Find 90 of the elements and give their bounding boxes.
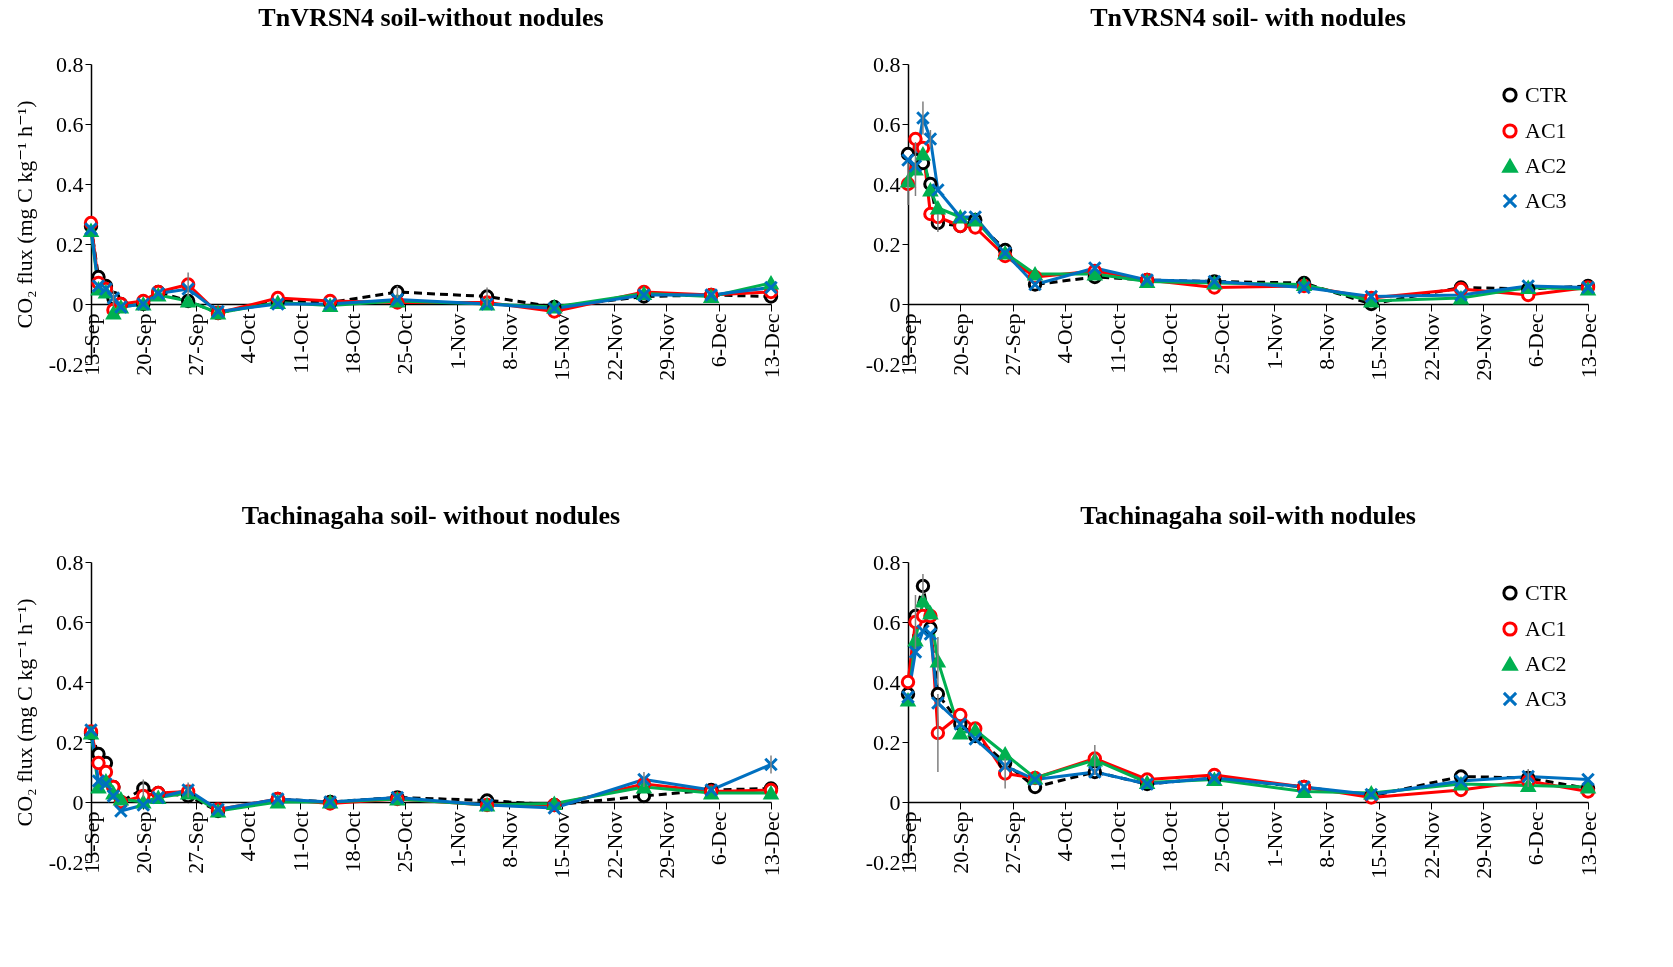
y-tick-label: -0.2 — [865, 849, 901, 875]
y-tick-label: 0 — [889, 291, 901, 317]
y-tick-label: 0.8 — [873, 51, 901, 77]
x-tick-label: 29-Nov — [1470, 313, 1496, 381]
x-tick-label: 13-Dec — [1575, 313, 1601, 379]
x-tick-label: 4-Oct — [235, 811, 261, 862]
x-tick-label: 18-Oct — [340, 313, 366, 375]
x-tick-label: 27-Sep — [183, 313, 209, 376]
legend-label: CTR — [1525, 580, 1569, 605]
y-tick-label: 0.2 — [56, 231, 84, 257]
x-tick-label: 6-Dec — [706, 313, 732, 368]
x-tick-label: 4-Oct — [235, 313, 261, 364]
x-tick-label: 13-Dec — [758, 811, 784, 877]
x-tick-label: 18-Oct — [340, 811, 366, 873]
x-tick-label: 20-Sep — [947, 811, 973, 874]
y-tick-label: 0.2 — [873, 729, 901, 755]
x-tick-label: 8-Nov — [496, 811, 522, 868]
x-tick-label: 25-Oct — [1209, 811, 1235, 873]
y-tick-label: 0 — [889, 789, 901, 815]
x-tick-label: 8-Nov — [496, 313, 522, 370]
x-tick-label: 22-Nov — [1418, 313, 1444, 381]
x-tick-label: 20-Sep — [130, 313, 156, 376]
y-axis-title: CO₂ flux (mg C kg⁻¹ h⁻¹) — [11, 598, 37, 827]
x-tick-label: 27-Sep — [1000, 811, 1026, 874]
x-tick-label: 15-Nov — [549, 313, 575, 381]
x-tick-label: 6-Dec — [1523, 313, 1549, 368]
y-tick-label: -0.2 — [865, 351, 901, 377]
x-tick-label: 4-Oct — [1052, 313, 1078, 364]
x-tick-label: 1-Nov — [1261, 313, 1287, 370]
y-tick-label: 0.2 — [873, 231, 901, 257]
legend-label: AC3 — [1525, 188, 1567, 213]
legend-label: CTR — [1525, 82, 1569, 107]
y-tick-label: 0.4 — [56, 669, 84, 695]
legend-label: AC1 — [1525, 118, 1567, 143]
x-tick-label: 18-Oct — [1157, 313, 1183, 375]
y-tick-label: -0.2 — [48, 351, 84, 377]
x-tick-label: 8-Nov — [1313, 811, 1339, 868]
y-tick-label: 0.4 — [56, 171, 84, 197]
y-tick-label: 0.6 — [873, 111, 901, 137]
x-tick-label: 27-Sep — [183, 811, 209, 874]
y-tick-label: 0 — [72, 789, 84, 815]
x-tick-label: 11-Oct — [287, 313, 313, 374]
x-tick-label: 20-Sep — [947, 313, 973, 376]
y-tick-label: 0.2 — [56, 729, 84, 755]
legend-label: AC2 — [1525, 651, 1567, 676]
y-tick-label: 0 — [72, 291, 84, 317]
y-tick-label: -0.2 — [48, 849, 84, 875]
x-tick-label: 18-Oct — [1157, 811, 1183, 873]
x-tick-label: 6-Dec — [1523, 811, 1549, 866]
x-tick-label: 22-Nov — [1418, 811, 1444, 879]
chart-title: Tachinagaha soil-with nodules — [1080, 501, 1416, 530]
x-tick-label: 13-Dec — [758, 313, 784, 379]
legend-label: AC1 — [1525, 616, 1567, 641]
y-tick-label: 0.8 — [56, 549, 84, 575]
legend-label: AC2 — [1525, 153, 1567, 178]
x-tick-label: 13-Dec — [1575, 811, 1601, 877]
x-tick-label: 29-Nov — [653, 313, 679, 381]
x-tick-label: 15-Nov — [549, 811, 575, 879]
y-tick-label: 0.6 — [56, 111, 84, 137]
x-tick-label: 22-Nov — [601, 313, 627, 381]
x-tick-label: 27-Sep — [1000, 313, 1026, 376]
legend-label: AC3 — [1525, 686, 1567, 711]
y-tick-label: 0.6 — [56, 609, 84, 635]
x-tick-label: 1-Nov — [444, 313, 470, 370]
y-tick-label: 0.6 — [873, 609, 901, 635]
x-tick-label: 22-Nov — [601, 811, 627, 879]
y-tick-label: 0.8 — [56, 51, 84, 77]
x-tick-label: 6-Dec — [706, 811, 732, 866]
x-tick-label: 29-Nov — [653, 811, 679, 879]
x-tick-label: 15-Nov — [1366, 811, 1392, 879]
x-tick-label: 29-Nov — [1470, 811, 1496, 879]
chart-title: Tachinagaha soil- without nodules — [241, 501, 621, 530]
x-tick-label: 8-Nov — [1313, 313, 1339, 370]
x-tick-label: 1-Nov — [444, 811, 470, 868]
x-tick-label: 20-Sep — [130, 811, 156, 874]
x-tick-label: 25-Oct — [392, 313, 418, 375]
x-tick-label: 11-Oct — [287, 811, 313, 872]
x-tick-label: 25-Oct — [392, 811, 418, 873]
y-axis-title: CO₂ flux (mg C kg⁻¹ h⁻¹) — [11, 100, 37, 329]
y-tick-label: 0.8 — [873, 549, 901, 575]
x-tick-label: 25-Oct — [1209, 313, 1235, 375]
x-tick-label: 11-Oct — [1104, 313, 1130, 374]
x-tick-label: 11-Oct — [1104, 811, 1130, 872]
x-tick-label: 4-Oct — [1052, 811, 1078, 862]
chart-title: TnVRSN4 soil-without nodules — [258, 3, 604, 32]
y-tick-label: 0.4 — [873, 171, 901, 197]
x-tick-label: 15-Nov — [1366, 313, 1392, 381]
y-tick-label: 0.4 — [873, 669, 901, 695]
chart-title: TnVRSN4 soil- with nodules — [1090, 3, 1406, 32]
x-tick-label: 1-Nov — [1261, 811, 1287, 868]
